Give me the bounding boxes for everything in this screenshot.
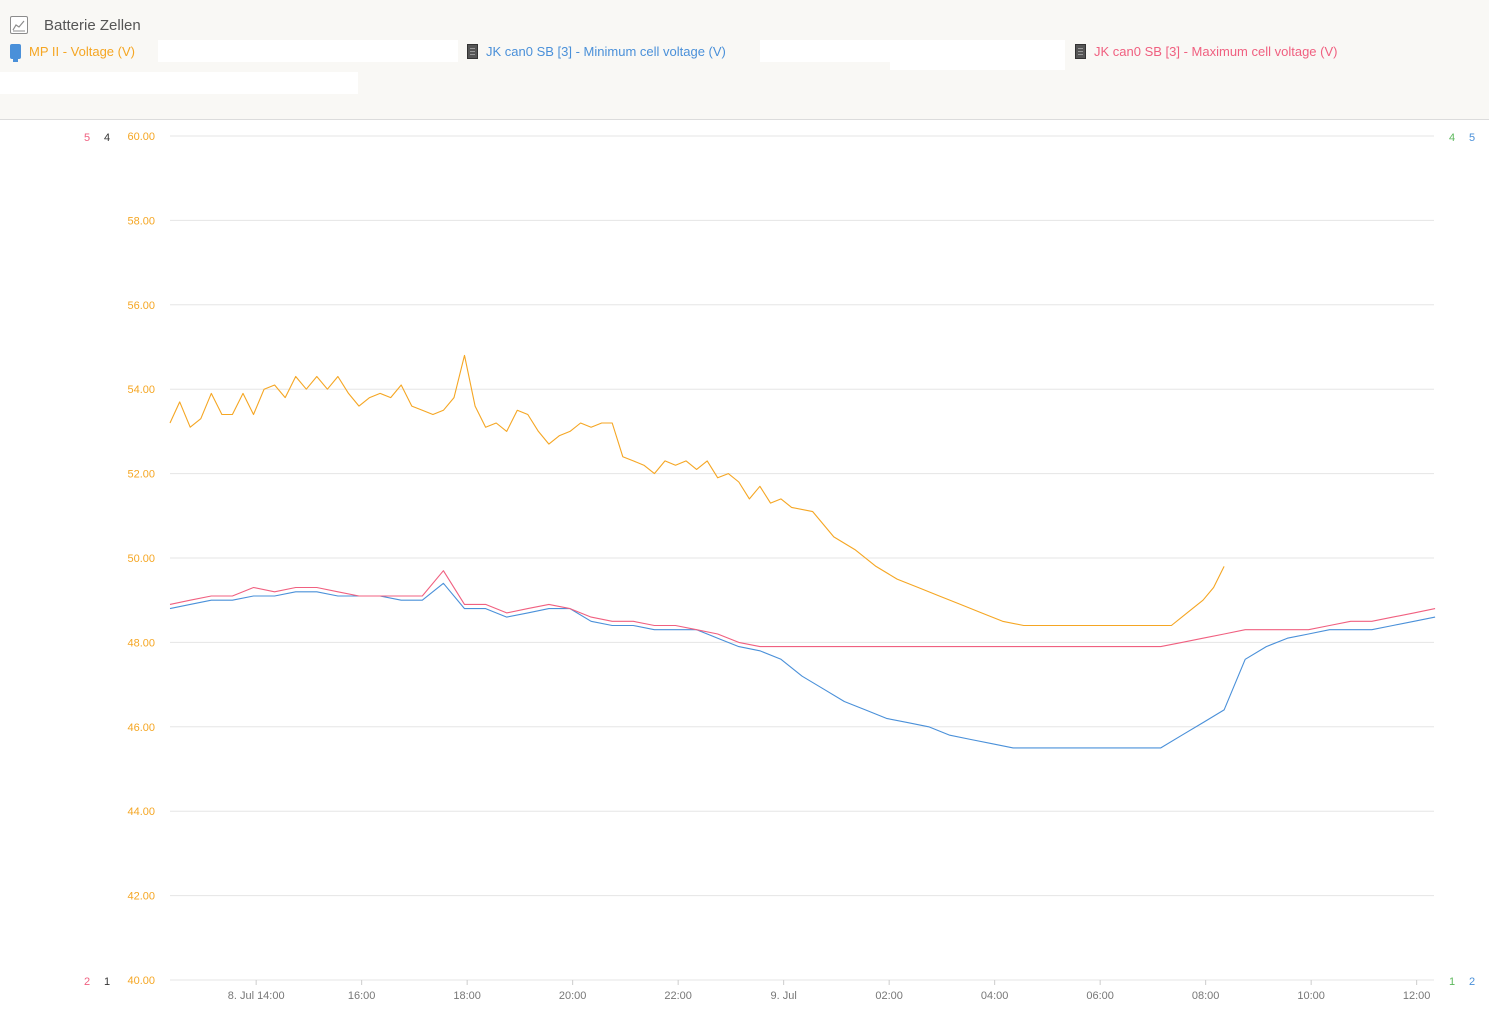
y-tick-label: 60.00 [127, 131, 155, 143]
x-tick-label: 12:00 [1403, 990, 1431, 1002]
legend-placeholder[interactable] [0, 72, 358, 94]
series-max-cell [169, 570, 1436, 648]
y-tick-label: 58.00 [127, 215, 155, 227]
multiplus-icon [10, 43, 21, 62]
legend-placeholder[interactable] [158, 40, 458, 62]
legend-label: JK can0 SB [3] - Maximum cell voltage (V… [1094, 43, 1338, 59]
left-inner-axis-top: 4 [104, 132, 110, 144]
x-tick-label: 04:00 [981, 990, 1009, 1002]
x-tick-label: 06:00 [1086, 990, 1114, 1002]
y-tick-label: 52.00 [127, 469, 155, 481]
left-outer-axis-top: 5 [84, 132, 90, 144]
x-tick-label: 22:00 [664, 990, 692, 1002]
x-tick-label: 02:00 [875, 990, 903, 1002]
legend-label: MP II - Voltage (V) [29, 43, 135, 59]
legend-item-max-cell[interactable]: JK can0 SB [3] - Maximum cell voltage (V… [1075, 40, 1337, 62]
y-tick-label: 46.00 [127, 722, 155, 734]
right-outer-axis-bottom: 2 [1469, 976, 1475, 988]
series-lines [169, 354, 1436, 749]
y-tick-label: 40.00 [127, 975, 155, 987]
line-chart-icon [10, 16, 28, 34]
chart-title: Batterie Zellen [44, 16, 141, 34]
legend: MP II - Voltage (V) JK can0 SB [3] - Min… [10, 40, 1480, 64]
right-outer-axis-top: 5 [1469, 132, 1475, 144]
y-tick-label: 54.00 [127, 384, 155, 396]
x-tick-label: 10:00 [1297, 990, 1325, 1002]
right-inner-axis-bottom: 1 [1449, 976, 1455, 988]
y-tick-label: 42.00 [127, 891, 155, 903]
x-tick-label: 9. Jul [771, 990, 797, 1002]
x-tick-label: 8. Jul 14:00 [228, 990, 285, 1002]
legend-item-voltage[interactable]: MP II - Voltage (V) [10, 40, 135, 62]
legend-placeholder[interactable] [760, 40, 1065, 62]
y-tick-label: 50.00 [127, 553, 155, 565]
extra-axes: 5 4 2 1 4 5 1 2 [84, 132, 1475, 988]
legend-item-min-cell[interactable]: JK can0 SB [3] - Minimum cell voltage (V… [467, 40, 726, 62]
left-inner-axis-bottom: 1 [104, 976, 110, 988]
x-axis-ticks: 8. Jul 14:00 16:00 18:00 20:00 22:00 9. Jul 02… [228, 980, 1431, 1002]
left-outer-axis-bottom: 2 [84, 976, 90, 988]
series-voltage [169, 354, 1225, 627]
y-axis-ticks: 60.00 58.00 56.00 54.00 52.00 50.00 48.00 46.00… [127, 131, 155, 987]
legend-placeholder[interactable] [890, 58, 1065, 70]
y-tick-label: 56.00 [127, 300, 155, 312]
x-tick-label: 18:00 [453, 990, 481, 1002]
grid-lines [170, 135, 1434, 981]
battery-icon [1075, 43, 1086, 59]
battery-icon [467, 43, 478, 59]
y-tick-label: 44.00 [127, 806, 155, 818]
chart-plot-area: 60.00 58.00 56.00 54.00 52.00 50.00 48.00 46.00… [84, 131, 1475, 1002]
y-tick-label: 48.00 [127, 637, 155, 649]
x-tick-label: 20:00 [559, 990, 587, 1002]
legend-label: JK can0 SB [3] - Minimum cell voltage (V… [486, 43, 726, 59]
x-tick-label: 08:00 [1192, 990, 1220, 1002]
right-inner-axis-top: 4 [1449, 132, 1455, 144]
chart-header: Batterie Zellen MP II - Voltage (V) JK c… [0, 0, 1489, 120]
series-min-cell [169, 582, 1436, 749]
title-row: Batterie Zellen [10, 14, 141, 36]
x-tick-label: 16:00 [348, 990, 376, 1002]
